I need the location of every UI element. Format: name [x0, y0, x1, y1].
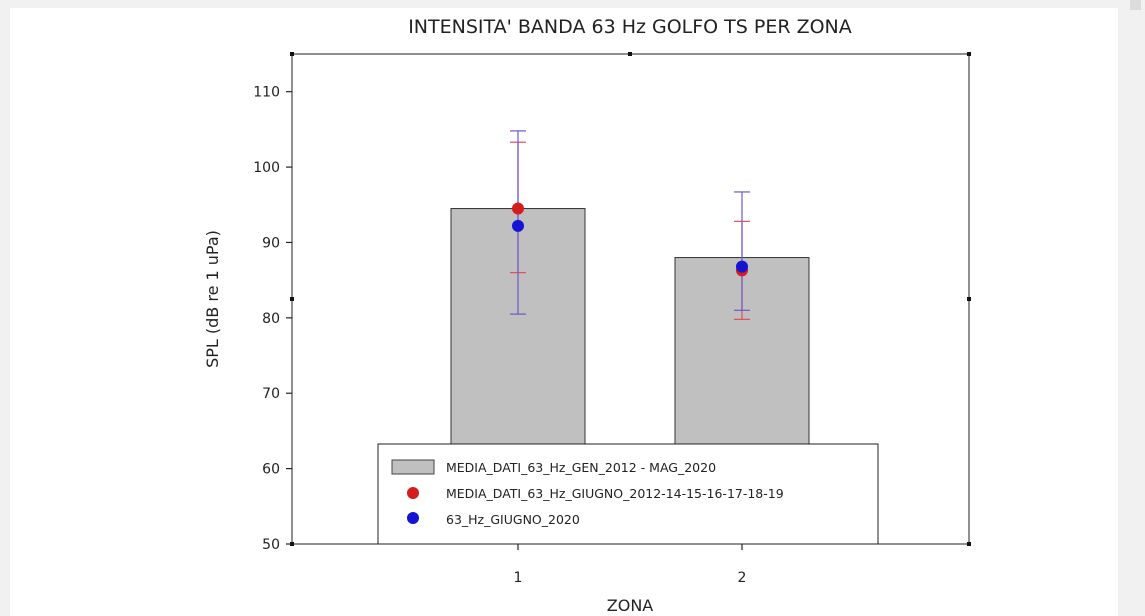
- y-tick-label: 60: [262, 462, 280, 478]
- legend-label-red: MEDIA_DATI_63_Hz_GIUGNO_2012-14-15-16-17…: [446, 486, 784, 501]
- scrollbar-thumb[interactable]: [1130, 0, 1141, 10]
- legend-box: [377, 443, 879, 545]
- y-tick-label: 100: [253, 160, 280, 176]
- data-point: [512, 202, 524, 215]
- scrollbar-track[interactable]: [1126, 0, 1145, 616]
- y-tick-label: 110: [253, 85, 280, 101]
- y-tick-label: 50: [262, 537, 280, 553]
- chart-title: INTENSITA' BANDA 63 Hz GOLFO TS PER ZONA: [408, 16, 852, 38]
- frame-mark: [290, 297, 294, 301]
- x-tick-label: 1: [514, 570, 523, 586]
- y-axis: 50 60 70 80 90 100 110: [253, 85, 292, 553]
- data-points: [512, 202, 748, 277]
- legend-label-blue: 63_Hz_GIUGNO_2020: [446, 512, 580, 527]
- legend-bar-swatch: [391, 459, 435, 475]
- data-point: [736, 260, 748, 273]
- x-axis-label: ZONA: [607, 596, 654, 615]
- x-tick-label: 2: [738, 570, 747, 586]
- y-tick-label: 90: [262, 235, 280, 251]
- error-bars: [510, 130, 750, 320]
- frame-mark: [290, 52, 294, 56]
- data-point: [512, 219, 524, 232]
- frame-mark: [628, 52, 632, 56]
- y-axis-label: SPL (dB re 1 uPa): [203, 230, 222, 368]
- legend-marker-red: [407, 487, 419, 499]
- legend: MEDIA_DATI_63_Hz_GEN_2012 - MAG_2020 MED…: [377, 443, 879, 545]
- frame-mark: [967, 297, 971, 301]
- legend-marker-blue: [407, 512, 419, 524]
- y-tick-label: 70: [262, 386, 280, 402]
- y-tick-label: 80: [262, 311, 280, 327]
- legend-label-bars: MEDIA_DATI_63_Hz_GEN_2012 - MAG_2020: [446, 460, 716, 475]
- frame-mark: [967, 52, 971, 56]
- frame-mark: [967, 542, 971, 546]
